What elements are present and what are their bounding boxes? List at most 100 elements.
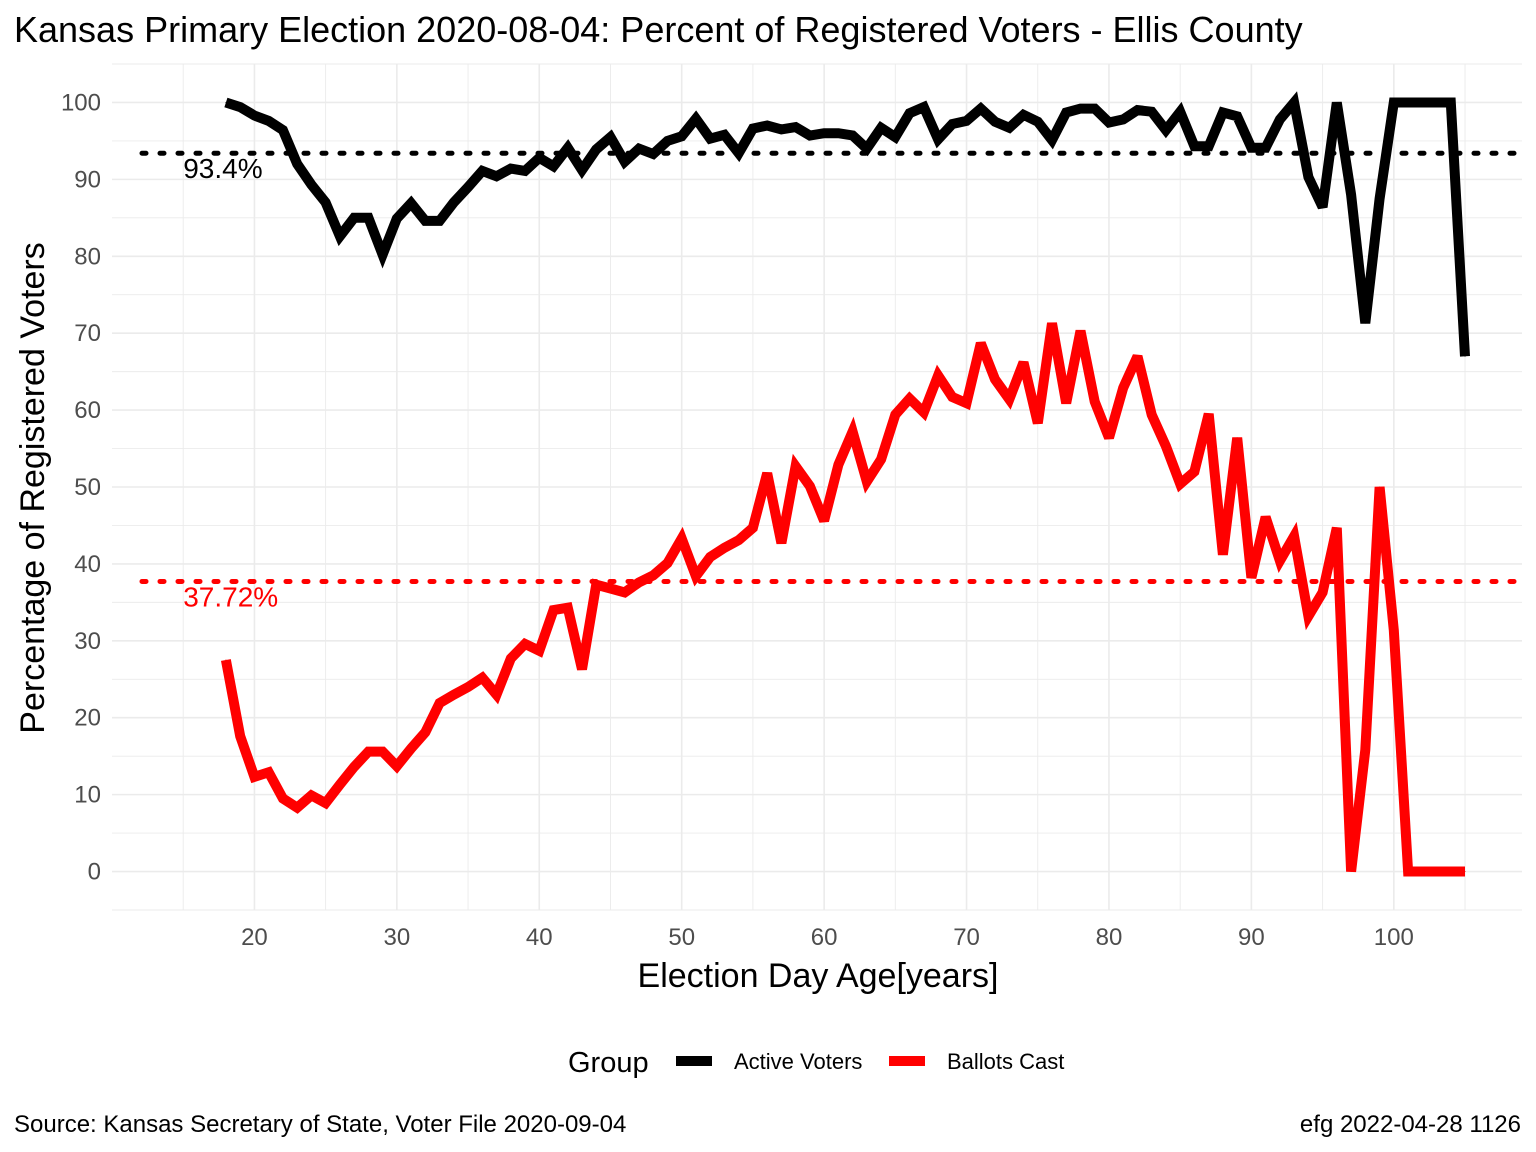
data-point <box>481 677 483 679</box>
data-point <box>310 184 312 186</box>
data-point <box>1236 437 1238 439</box>
data-point <box>709 556 711 558</box>
data-point <box>723 134 725 136</box>
data-point <box>638 581 640 583</box>
data-point <box>353 217 355 219</box>
data-point <box>823 132 825 134</box>
data-point <box>1037 422 1039 424</box>
data-point <box>367 217 369 219</box>
data-point <box>282 129 284 131</box>
y-tick-label: 20 <box>74 705 101 732</box>
data-point <box>1023 114 1025 116</box>
data-point <box>1136 355 1138 357</box>
data-point <box>695 575 697 577</box>
legend-label-ballots-cast: Ballots Cast <box>947 1049 1064 1074</box>
data-point <box>553 609 555 611</box>
x-tick-label: 60 <box>811 924 838 951</box>
reference-label: 37.72% <box>183 581 278 612</box>
data-point <box>239 735 241 737</box>
series-line-active-voters <box>224 91 1470 357</box>
data-point <box>823 520 825 522</box>
data-point <box>382 751 384 753</box>
data-point <box>1065 111 1067 113</box>
data-point <box>1450 101 1452 103</box>
data-point <box>1336 101 1338 103</box>
data-point <box>1136 109 1138 111</box>
data-point <box>1208 413 1210 415</box>
data-point <box>937 138 939 140</box>
data-point <box>624 161 626 163</box>
data-point <box>524 170 526 172</box>
data-point <box>1023 361 1025 363</box>
data-point <box>296 163 298 165</box>
data-point <box>894 136 896 138</box>
x-tick-label: 90 <box>1238 924 1265 951</box>
data-point <box>1008 398 1010 400</box>
data-point <box>1151 111 1153 113</box>
grid-lines <box>112 63 1522 911</box>
x-tick-label: 100 <box>1374 924 1414 951</box>
y-tick-label: 90 <box>74 166 101 193</box>
data-point <box>439 220 441 222</box>
x-tick-label: 40 <box>526 924 553 951</box>
data-point <box>894 414 896 416</box>
credit-note: efg 2022-04-28 1126 <box>1300 1111 1521 1138</box>
data-point <box>1008 127 1010 129</box>
data-point <box>339 235 341 237</box>
x-tick-label: 80 <box>1096 924 1123 951</box>
data-point <box>652 574 654 576</box>
data-point <box>538 157 540 159</box>
y-tick-label: 70 <box>74 320 101 347</box>
data-point <box>681 135 683 137</box>
data-point <box>339 784 341 786</box>
data-point <box>1265 147 1267 149</box>
data-point <box>1222 111 1224 113</box>
data-point <box>752 527 754 529</box>
data-point <box>1293 535 1295 537</box>
data-point <box>966 402 968 404</box>
data-point <box>752 128 754 130</box>
data-point <box>1364 749 1366 751</box>
data-point <box>453 694 455 696</box>
data-point <box>738 539 740 541</box>
data-point <box>624 591 626 593</box>
data-point <box>1079 108 1081 110</box>
data-point <box>595 584 597 586</box>
data-point <box>1193 471 1195 473</box>
data-point <box>496 175 498 177</box>
y-tick-label: 80 <box>74 243 101 270</box>
data-point <box>980 108 982 110</box>
data-point <box>852 135 854 137</box>
data-point <box>253 776 255 778</box>
data-point <box>424 731 426 733</box>
data-point <box>496 694 498 696</box>
y-tick-label: 30 <box>74 628 101 655</box>
data-point <box>1250 577 1252 579</box>
y-tick-label: 40 <box>74 551 101 578</box>
data-point <box>1065 402 1067 404</box>
data-point <box>638 148 640 150</box>
data-point <box>353 766 355 768</box>
data-point <box>467 686 469 688</box>
data-point <box>439 702 441 704</box>
data-point <box>837 132 839 134</box>
data-point <box>909 398 911 400</box>
data-point <box>225 101 227 103</box>
data-point <box>325 201 327 203</box>
x-axis-label: Election Day Age[years] <box>638 957 999 995</box>
y-axis-label: Percentage of Registered Voters <box>14 242 52 733</box>
data-point <box>681 538 683 540</box>
data-point <box>1208 145 1210 147</box>
y-tick-labels: 0 10 20 30 40 50 60 70 80 90 100 <box>61 89 101 885</box>
data-point <box>1165 129 1167 131</box>
data-point <box>795 465 797 467</box>
data-point <box>296 807 298 809</box>
data-point <box>966 120 968 122</box>
data-point <box>1450 871 1452 873</box>
data-point <box>1279 118 1281 120</box>
data-point <box>1108 437 1110 439</box>
data-point <box>866 481 868 483</box>
data-point <box>1037 121 1039 123</box>
source-note: Source: Kansas Secretary of State, Voter… <box>14 1111 626 1138</box>
data-point <box>1193 145 1195 147</box>
